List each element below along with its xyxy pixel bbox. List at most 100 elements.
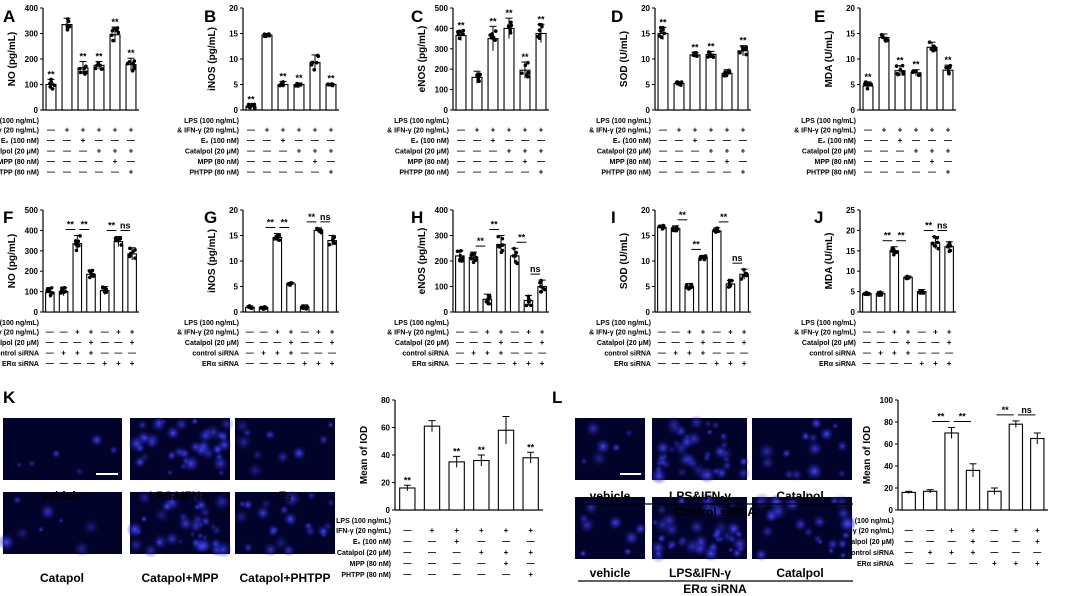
data-point (75, 244, 79, 248)
bracket-label: ns (937, 221, 948, 231)
data-point (493, 38, 497, 43)
data-point (49, 77, 53, 82)
treatment-sign: — (46, 328, 54, 337)
data-point (133, 248, 137, 252)
data-point (91, 274, 96, 278)
treatment-sign: — (403, 548, 411, 557)
treatment-sign: — (453, 559, 461, 568)
data-point (727, 71, 731, 75)
treatment-sign: + (313, 126, 318, 135)
data-point (319, 229, 324, 233)
data-point (674, 228, 679, 233)
l-image-3 (752, 417, 852, 482)
treatment-sign: — (918, 328, 926, 337)
cell-blob (137, 419, 148, 431)
data-point (474, 255, 478, 260)
treatment-sign: + (892, 328, 897, 337)
data-point (500, 243, 505, 247)
l-group-label: Control siRNA (674, 505, 756, 519)
data-point (679, 80, 684, 84)
treatment-sign: + (297, 147, 302, 156)
cell-blob (212, 492, 231, 511)
treatment-sign: — (246, 338, 254, 347)
treatment-sign: + (329, 147, 334, 156)
treatment-label: control siRNA (192, 351, 239, 358)
k-image-label: Catapol+MPP (141, 571, 218, 585)
cell-blob (14, 525, 30, 541)
treatment-label: ERα siRNA (202, 361, 239, 368)
significance-label: ** (707, 41, 715, 51)
treatment-label: LPS (100 ng/mL) (0, 320, 39, 327)
treatment-sign: — (263, 168, 271, 177)
data-point (742, 267, 746, 272)
y-tick-label: 5 (646, 81, 651, 90)
data-point (457, 36, 462, 41)
treatment-label: & IFN-γ (20 ng/mL) (589, 330, 651, 337)
significance-label: ** (127, 48, 135, 58)
bar (455, 255, 465, 313)
bar (522, 457, 539, 511)
treatment-sign: — (101, 338, 109, 347)
bar (903, 276, 913, 313)
k-image-6 (233, 489, 336, 557)
panel-letter-G: G (204, 208, 217, 227)
data-point (497, 245, 502, 249)
cell-blob (817, 538, 824, 545)
treatment-sign: — (527, 537, 535, 546)
treatment-sign: + (914, 126, 919, 135)
treatment-sign: + (61, 349, 66, 358)
image-background (3, 418, 122, 480)
cell-blob (317, 525, 330, 538)
y-tick-label: 60 (884, 440, 893, 449)
treatment-label: & IFN-γ (20 ng/mL) (329, 528, 391, 535)
treatment-sign: — (63, 168, 71, 177)
cell-blob (819, 427, 834, 442)
data-point (309, 62, 314, 67)
data-point (862, 82, 867, 86)
treatment-sign: — (273, 359, 281, 368)
treatment-label: ERα siRNA (819, 361, 856, 368)
treatment-sign: — (456, 359, 464, 368)
data-point (744, 52, 748, 57)
treatment-sign: — (279, 147, 287, 156)
significance-label: ** (527, 442, 535, 452)
cell-blob (805, 462, 824, 481)
treatment-sign: + (930, 147, 935, 156)
y-tick-label: 0 (646, 106, 651, 115)
treatment-sign: — (896, 168, 904, 177)
data-point (508, 28, 513, 33)
y-tick-label: 20 (846, 226, 855, 235)
data-point (538, 284, 543, 289)
y-tick-label: 0 (851, 308, 856, 317)
treatment-sign: — (47, 147, 55, 156)
treatment-sign: — (537, 157, 545, 166)
treatment-sign: — (863, 359, 871, 368)
treatment-sign: — (502, 537, 510, 546)
y-tick-label: 10 (641, 55, 650, 64)
treatment-sign: — (948, 559, 956, 568)
treatment-sign: + (539, 147, 544, 156)
treatment-sign: — (311, 136, 319, 145)
treatment-sign: + (725, 147, 730, 156)
treatment-sign: — (685, 338, 693, 347)
y-tick-label: 10 (846, 55, 855, 64)
treatment-sign: — (863, 349, 871, 358)
treatment-sign: — (60, 338, 68, 347)
treatment-sign: + (316, 359, 321, 368)
data-point (738, 50, 742, 55)
bracket-label: ** (81, 220, 89, 230)
chart-E: 0 5 10 15 20 MDA (U/mL) ** ** ** ** LPS (100 ng/mL… (794, 4, 956, 177)
data-point (87, 275, 92, 280)
treatment-sign: — (428, 548, 436, 557)
data-point (327, 242, 332, 247)
bar (503, 27, 515, 111)
data-point (246, 305, 251, 309)
treatment-sign: — (477, 537, 485, 546)
y-tick-label: 0 (444, 106, 449, 115)
k-image-label: E₂ (278, 489, 291, 503)
treatment-sign: — (473, 136, 481, 145)
treatment-sign: — (301, 338, 309, 347)
treatment-sign: — (101, 349, 109, 358)
treatment-sign: + (1014, 526, 1019, 535)
treatment-label: ERα siRNA (412, 361, 449, 368)
